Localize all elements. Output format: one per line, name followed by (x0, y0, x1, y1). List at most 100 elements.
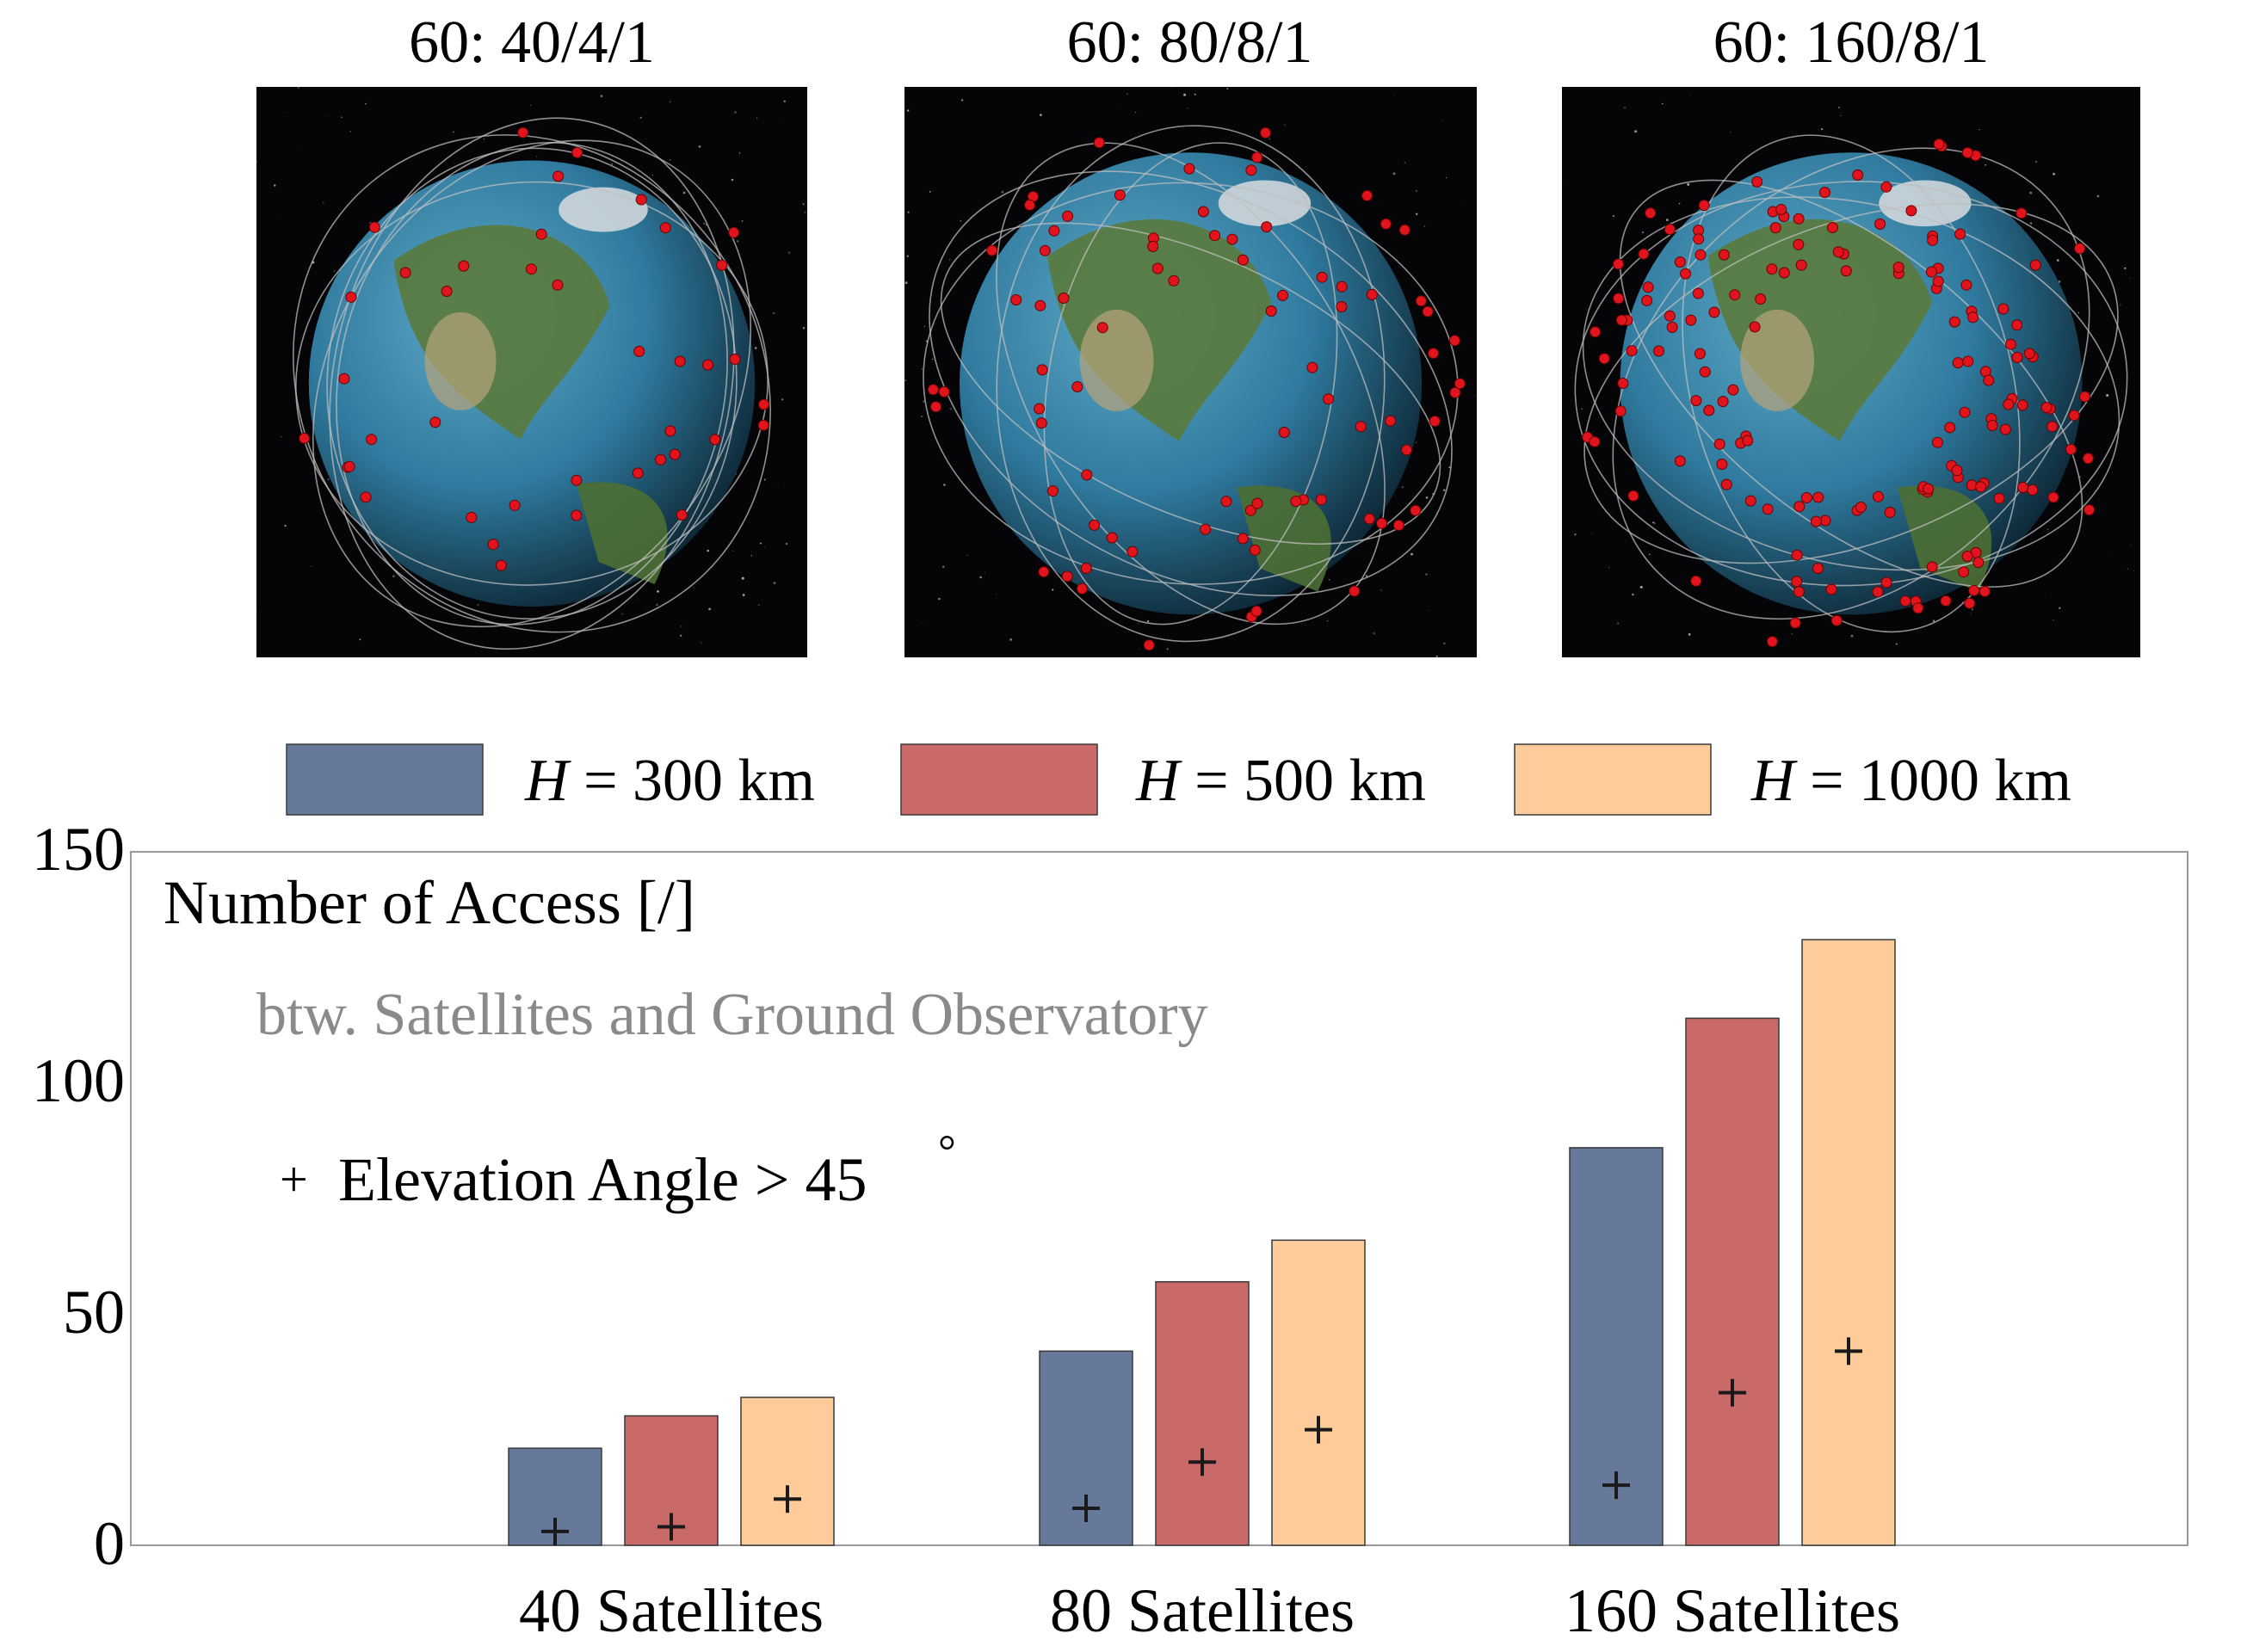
star (1678, 202, 1681, 205)
satellite-marker (1975, 481, 1987, 493)
orbit-path (929, 170, 1453, 597)
satellite-marker (1708, 306, 1720, 318)
star (787, 251, 791, 255)
star (1009, 638, 1012, 641)
satellite-marker (1927, 234, 1939, 246)
satellite-marker (1795, 259, 1807, 271)
land-greenland (1879, 180, 1972, 227)
star (937, 380, 939, 382)
satellite-marker (1880, 181, 1892, 193)
star (931, 358, 934, 361)
satellite-marker (1872, 586, 1884, 598)
elevation-marker (1072, 1495, 1100, 1523)
globe-panel-40-satellites (256, 87, 807, 657)
star (1401, 485, 1404, 489)
satellite-marker (1766, 636, 1778, 648)
satellite-marker (517, 126, 529, 139)
land-north-america (393, 225, 610, 440)
satellite-marker (1766, 263, 1778, 275)
star (1393, 95, 1395, 96)
satellite-marker (1638, 248, 1650, 260)
star (2077, 311, 2080, 314)
x-axis: 40 Satellites 80 Satellites 160 Satellit… (519, 1576, 1900, 1645)
legend-label-300km: H = 300 km (524, 748, 815, 814)
star (1413, 502, 1414, 504)
bars (508, 939, 1896, 1546)
satellite-marker (1598, 353, 1610, 365)
star (943, 484, 946, 486)
satellite-marker (2011, 319, 2023, 331)
satellite-marker (1999, 423, 2011, 435)
satellite-marker (1250, 605, 1262, 617)
satellite-marker (1819, 187, 1830, 199)
star (2059, 607, 2061, 609)
satellite-marker (525, 263, 537, 275)
star (2106, 394, 2109, 397)
satellite-marker (1024, 199, 1035, 211)
star (1574, 533, 1577, 536)
star (906, 255, 910, 257)
satellite-marker (1316, 271, 1328, 283)
star (392, 575, 395, 577)
star (256, 611, 257, 613)
star (938, 597, 941, 601)
orbit-path (1682, 134, 2021, 633)
land-north-america (1707, 219, 1932, 441)
satellite-marker (466, 511, 478, 523)
star (1428, 609, 1429, 611)
star (802, 327, 806, 330)
orbit-path (1612, 147, 2090, 620)
star (1118, 103, 1119, 105)
star (2133, 570, 2134, 572)
satellite-marker (1825, 583, 1837, 595)
satellite-marker (927, 384, 939, 396)
satellite-marker (1093, 137, 1105, 149)
elevation-degree-sign: ° (938, 1127, 956, 1176)
satellite-marker (1793, 213, 1805, 225)
panel-title-2: 60: 80/8/1 (1066, 9, 1313, 76)
star (1411, 552, 1413, 556)
satellite-marker (1277, 289, 1288, 301)
star (2124, 267, 2127, 269)
satellite-marker (1448, 335, 1460, 347)
star (284, 524, 287, 527)
satellite-marker (1429, 416, 1441, 427)
satellite-marker (1951, 465, 1963, 477)
panel-title-1: 60: 40/4/1 (409, 9, 655, 76)
satellite-marker (368, 221, 380, 233)
satellite-marker (1058, 293, 1070, 304)
satellite-marker (571, 509, 583, 521)
satellite-marker (758, 398, 769, 410)
satellite-marker (1699, 366, 1711, 378)
satellite-marker (1290, 496, 1302, 508)
satellite-marker (2005, 338, 2016, 350)
satellite-marker (1664, 310, 1676, 322)
star (2053, 172, 2056, 176)
satellite-marker (1905, 205, 1917, 217)
star (365, 102, 367, 105)
star (756, 117, 758, 120)
orbit-path (940, 222, 1441, 545)
satellite-marker (1880, 576, 1892, 589)
satellite-marker (1698, 200, 1710, 212)
orbit-path (1574, 181, 2128, 587)
star (738, 152, 741, 154)
satellite-marker (1923, 483, 1935, 495)
satellite-marker (1048, 225, 1060, 237)
star (802, 203, 805, 206)
star (1623, 106, 1627, 109)
legend-swatch-500km (900, 743, 1098, 816)
star (1183, 93, 1187, 96)
satellite-marker (338, 373, 350, 385)
satellite-marker (1080, 563, 1092, 574)
star (2131, 545, 2133, 546)
satellite-marker (1653, 345, 1664, 357)
star (1328, 579, 1330, 581)
satellite-marker (345, 291, 357, 303)
satellite-marker (1812, 491, 1824, 503)
satellite-marker (299, 432, 311, 444)
satellite-marker (1449, 386, 1461, 398)
satellite-marker (1716, 459, 1728, 470)
globe-panel-160-satellites (1562, 87, 2140, 657)
satellite-marker (1692, 287, 1704, 299)
